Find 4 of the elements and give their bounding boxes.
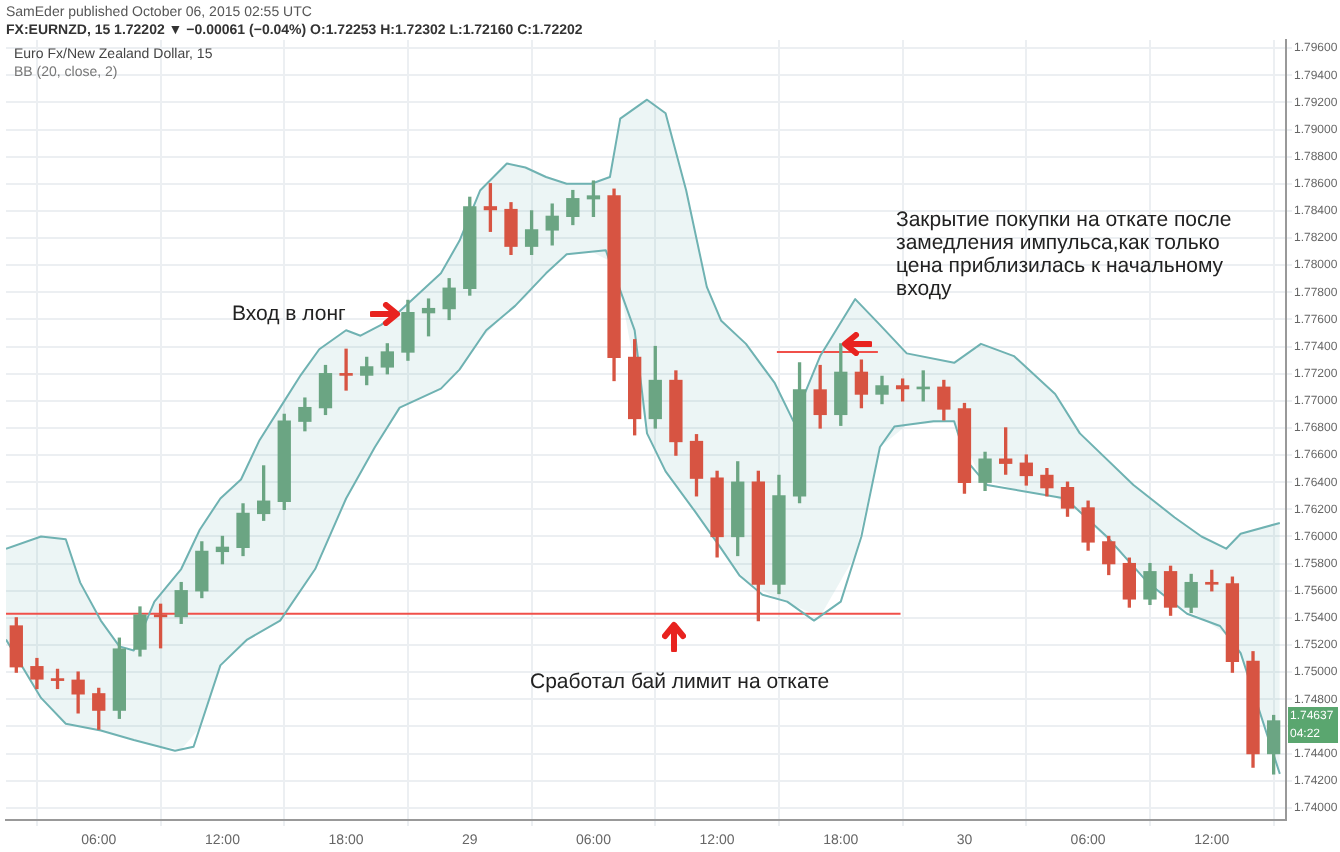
candlestick <box>339 348 353 391</box>
annotation: Сработал бай лимит на откате <box>530 669 830 694</box>
annotation: Вход в лонг <box>232 301 347 326</box>
annotation: Закрытие покупки на откате после замедления импульса,как только цена приблизилась к начальному входу <box>896 207 1232 301</box>
